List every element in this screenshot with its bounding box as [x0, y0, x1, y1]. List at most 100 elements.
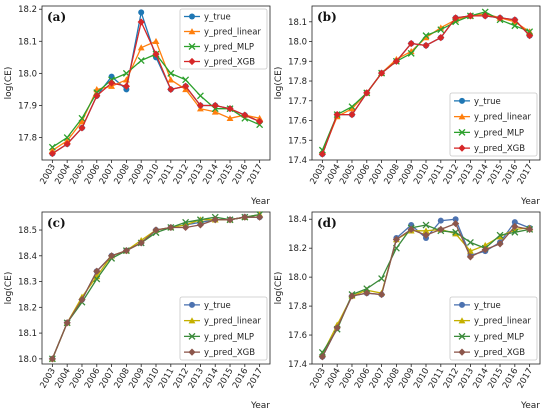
legend-label: y_pred_linear	[474, 113, 531, 123]
data-point-y_pred_linear	[452, 230, 460, 237]
legend-box	[179, 8, 268, 70]
data-point-y_pred_XGB	[63, 319, 71, 327]
legend-marker-y_true	[189, 13, 195, 20]
data-point-y_pred_XGB	[452, 219, 460, 228]
data-point-y_pred_XGB	[107, 79, 116, 87]
legend-marker-y_true	[189, 301, 195, 308]
chart-panel-a: 17.817.918.018.118.220032004200520062007…	[4, 5, 271, 207]
data-point-y_pred_XGB	[122, 82, 130, 90]
x-tick-label: 2017	[516, 163, 535, 187]
data-point-y_pred_XGB	[152, 50, 160, 58]
data-point-y_pred_XGB	[526, 225, 534, 233]
data-point-y_pred_XGB	[422, 41, 430, 50]
legend-marker-y_pred_MLP	[458, 332, 466, 340]
y-tick-label: 18.4	[288, 215, 307, 225]
y-tick-label: 17.7	[288, 97, 307, 107]
data-point-y_pred_linear	[422, 227, 430, 234]
data-point-y_pred_XGB	[496, 14, 504, 22]
data-point-y_pred_XGB	[78, 124, 86, 132]
legend-marker-y_true	[459, 97, 465, 104]
data-point-y_pred_XGB	[241, 213, 249, 221]
legend-marker-y_pred_linear	[458, 317, 466, 324]
data-point-y_pred_MLP	[78, 114, 86, 122]
data-point-y_pred_linear	[152, 37, 160, 45]
data-point-y_pred_linear	[167, 76, 175, 83]
x-tick-label: 2017	[246, 367, 265, 391]
legend-label: y_true	[474, 97, 501, 107]
data-point-y_pred_linear	[226, 114, 234, 122]
y-tick-label: 18.2	[18, 303, 37, 313]
data-point-y_pred_MLP	[318, 348, 326, 356]
data-point-y_pred_XGB	[392, 235, 400, 244]
data-point-y_pred_XGB	[226, 216, 234, 224]
data-point-y_pred_XGB	[211, 216, 219, 224]
y-tick-label: 17.5	[288, 136, 307, 146]
data-point-y_pred_XGB	[348, 110, 356, 119]
data-point-y_pred_MLP	[363, 285, 371, 293]
y-tick-label: 17.8	[288, 77, 307, 87]
legend-label: y_pred_linear	[204, 317, 261, 327]
y-tick-label: 18.2	[18, 5, 37, 15]
y-tick-label: 17.6	[288, 117, 307, 127]
y-tick-label: 17.6	[288, 331, 307, 341]
legend-marker-y_pred_linear	[458, 113, 466, 120]
data-point-y_pred_MLP	[137, 57, 145, 65]
y-tick-label: 17.9	[18, 101, 37, 111]
legend-label: y_pred_MLP	[204, 332, 254, 342]
data-point-y_pred_MLP	[167, 69, 175, 77]
data-point-y_pred_MLP	[511, 228, 519, 236]
data-point-y_pred_XGB	[196, 221, 205, 229]
data-point-y_pred_XGB	[511, 222, 519, 231]
data-point-y_pred_XGB	[526, 32, 534, 40]
data-point-y_pred_XGB	[333, 110, 341, 119]
y-tick-label: 18.0	[18, 69, 37, 79]
data-point-y_pred_XGB	[182, 82, 190, 90]
data-point-y_pred_MLP	[452, 228, 460, 236]
y-tick-label: 18.4	[18, 252, 37, 262]
data-point-y_pred_MLP	[481, 8, 489, 16]
data-point-y_pred_XGB	[107, 252, 116, 260]
y-axis-label: log(CE)	[4, 272, 14, 305]
data-point-y_pred_MLP	[48, 143, 56, 151]
data-point-y_true	[511, 219, 518, 226]
y-tick-label: 18.1	[18, 37, 37, 47]
data-point-y_pred_XGB	[167, 223, 175, 232]
x-tick-label: 2017	[246, 163, 265, 187]
data-point-y_pred_XGB	[333, 324, 341, 332]
data-point-y_pred_XGB	[318, 150, 326, 158]
data-point-y_pred_XGB	[241, 111, 249, 119]
data-point-y_pred_MLP	[496, 231, 504, 239]
legend-label: y_pred_XGB	[204, 58, 255, 68]
data-point-y_pred_XGB	[377, 69, 386, 77]
legend-label: y_pred_MLP	[474, 332, 524, 342]
data-point-y_pred_XGB	[78, 295, 86, 304]
chart-panel-d: 17.417.617.818.018.218.42003200420052006…	[274, 211, 541, 410]
legend-marker-y_pred_MLP	[188, 43, 196, 50]
data-point-y_pred_XGB	[407, 225, 415, 233]
data-point-y_pred_linear	[422, 34, 430, 41]
data-point-y_pred_XGB	[392, 57, 400, 65]
data-point-y_pred_XGB	[318, 353, 326, 361]
data-point-y_pred_XGB	[167, 85, 175, 94]
y-tick-label: 17.4	[288, 360, 307, 370]
panel-label: (c)	[47, 216, 66, 230]
data-point-y_pred_XGB	[152, 226, 160, 234]
data-point-y_pred_XGB	[137, 239, 145, 247]
data-point-y_pred_XGB	[63, 140, 71, 148]
legend-label: y_true	[474, 301, 501, 311]
data-point-y_pred_XGB	[122, 247, 130, 255]
data-point-y_pred_linear	[496, 233, 504, 240]
y-tick-label: 18.2	[288, 244, 307, 254]
data-point-y_pred_XGB	[377, 290, 386, 299]
data-point-y_true	[452, 216, 459, 223]
data-point-y_pred_MLP	[348, 103, 356, 111]
data-point-y_pred_XGB	[407, 39, 415, 48]
panel-label: (b)	[317, 10, 337, 24]
data-point-y_pred_XGB	[452, 14, 460, 22]
legend-label: y_pred_XGB	[474, 144, 525, 154]
y-tick-label: 17.4	[288, 156, 307, 166]
data-point-y_pred_MLP	[182, 76, 190, 84]
data-point-y_pred_linear	[348, 105, 356, 112]
data-point-y_pred_MLP	[182, 218, 190, 226]
